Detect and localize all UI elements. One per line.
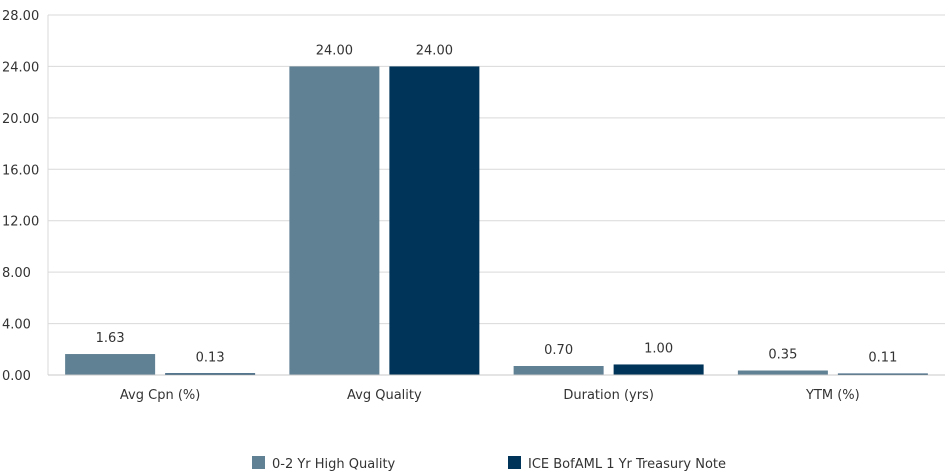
category-label: Duration (yrs) [563,388,654,403]
bar [837,373,928,375]
y-tick-label: 20.00 [2,112,39,127]
bar [289,66,380,375]
data-label: 1.63 [96,331,125,346]
y-tick-label: 0.00 [2,369,31,384]
data-label: 0.11 [868,351,897,366]
gridlines [48,14,945,376]
y-tick-label: 28.00 [2,9,39,24]
x-axis: Avg Cpn (%) Avg Quality Duration (yrs) YTM … [48,374,945,403]
bars [65,66,928,375]
data-labels: 1.63 0.13 24.00 24.00 0.70 1.00 0.35 0.11 [96,43,898,365]
data-label: 24.00 [416,43,453,58]
data-label: 1.00 [644,341,673,356]
bar [389,66,480,375]
y-tick-label: 16.00 [2,163,39,178]
y-tick-label: 12.00 [2,215,39,230]
data-label: 0.13 [196,350,225,365]
category-label: Avg Quality [347,388,422,403]
legend-swatch [508,456,521,469]
y-tick-label: 4.00 [2,318,31,333]
data-label: 0.35 [768,348,797,363]
legend-label: 0-2 Yr High Quality [272,457,396,472]
legend-label: ICE BofAML 1 Yr Treasury Note [528,457,726,472]
y-axis: 0.00 4.00 8.00 12.00 16.00 20.00 24.00 28.00 [2,9,49,384]
category-label: YTM (%) [805,388,860,403]
data-label: 0.70 [544,343,573,358]
legend: 0-2 Yr High Quality ICE BofAML 1 Yr Treas… [252,456,726,472]
bar [613,364,704,375]
category-label: Avg Cpn (%) [120,388,200,403]
bar [513,366,604,375]
bar [65,354,156,375]
legend-swatch [252,456,265,469]
data-label: 24.00 [316,43,353,58]
y-tick-label: 8.00 [2,266,31,281]
bar [737,370,828,375]
y-tick-label: 24.00 [2,60,39,75]
bar [165,373,256,375]
